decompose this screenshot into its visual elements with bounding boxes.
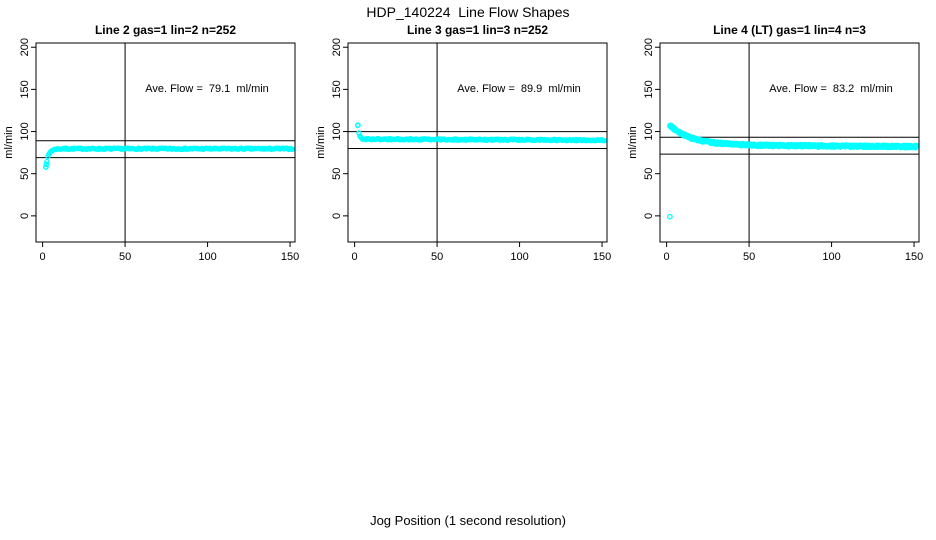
ave-flow-annotation-line4: Ave. Flow = 83.2 ml/min — [769, 83, 893, 95]
plot-line2: 0 50 100 150 0 50 100 150 200 ml/min — [3, 38, 299, 263]
y-tick-label: 100 — [19, 122, 31, 140]
plot-box — [35, 42, 296, 243]
plot-box — [659, 42, 920, 243]
figure-title: HDP_140224 Line Flow Shapes — [366, 4, 570, 20]
x-tick-label: 50 — [431, 251, 443, 263]
x-tick-label: 50 — [743, 251, 755, 263]
x-axis-label: Jog Position (1 second resolution) — [370, 513, 566, 528]
y-tick-label: 150 — [643, 80, 655, 98]
y-tick-label: 50 — [331, 168, 343, 180]
y-tick-label: 150 — [331, 80, 343, 98]
ave-flow-annotation-line3: Ave. Flow = 89.9 ml/min — [457, 83, 581, 95]
y-tick-label: 200 — [643, 38, 655, 56]
y-tick-label: 200 — [331, 38, 343, 56]
y-tick-label: 0 — [331, 213, 343, 219]
data-points — [43, 145, 296, 170]
outlier-point — [43, 161, 50, 168]
y-tick-label: 100 — [331, 122, 343, 140]
y-tick-label: 150 — [19, 80, 31, 98]
outlier-point — [667, 213, 673, 220]
x-tick-label: 150 — [905, 251, 923, 263]
x-tick-label: 0 — [352, 251, 358, 263]
y-tick-label: 0 — [19, 213, 31, 219]
outlier-point — [43, 164, 49, 170]
panel-title-line2: Line 2 gas=1 lin=2 n=252 — [94, 23, 237, 37]
x-tick-label: 100 — [198, 251, 216, 263]
x-tick-label: 0 — [664, 251, 670, 263]
ave-flow-annotation-line2: Ave. Flow = 79.1 ml/min — [145, 83, 269, 95]
y-tick-label: 200 — [19, 38, 31, 56]
panel-title-line3: Line 3 gas=1 lin=3 n=252 — [406, 23, 549, 37]
y-tick-label: 50 — [643, 168, 655, 180]
data-points — [355, 122, 608, 144]
outlier-point — [355, 122, 361, 129]
x-tick-label: 0 — [40, 251, 46, 263]
x-tick-label: 100 — [822, 251, 840, 263]
y-tick-label: 100 — [643, 122, 655, 140]
y-tick-label: 50 — [19, 168, 31, 180]
x-tick-label: 50 — [119, 251, 131, 263]
plot-box — [347, 42, 608, 243]
plot-line4: 0 50 100 150 0 50 100 150 200 ml/min — [627, 38, 923, 263]
panel-line3: Line 3 gas=1 lin=3 n=252 0 50 100 150 0 50 100… — [312, 0, 624, 280]
panel-title-line4: Line 4 (LT) gas=1 lin=4 n=3 — [713, 23, 866, 37]
plot-line3: 0 50 100 150 0 50 100 150 200 ml/min — [315, 38, 611, 263]
x-tick-label: 150 — [281, 251, 299, 263]
panel-line2: Line 2 gas=1 lin=2 n=252 0 50 100 150 0 50 100… — [0, 0, 312, 280]
x-tick-label: 100 — [510, 251, 528, 263]
y-axis-label: ml/min — [3, 126, 15, 158]
data-points — [667, 122, 920, 220]
y-tick-label: 0 — [643, 213, 655, 219]
y-axis-label: ml/min — [627, 126, 639, 158]
x-tick-label: 150 — [593, 251, 611, 263]
y-axis-label: ml/min — [315, 126, 327, 158]
panel-line4: Line 4 (LT) gas=1 lin=4 n=3 0 50 100 150 0 50… — [624, 0, 936, 280]
